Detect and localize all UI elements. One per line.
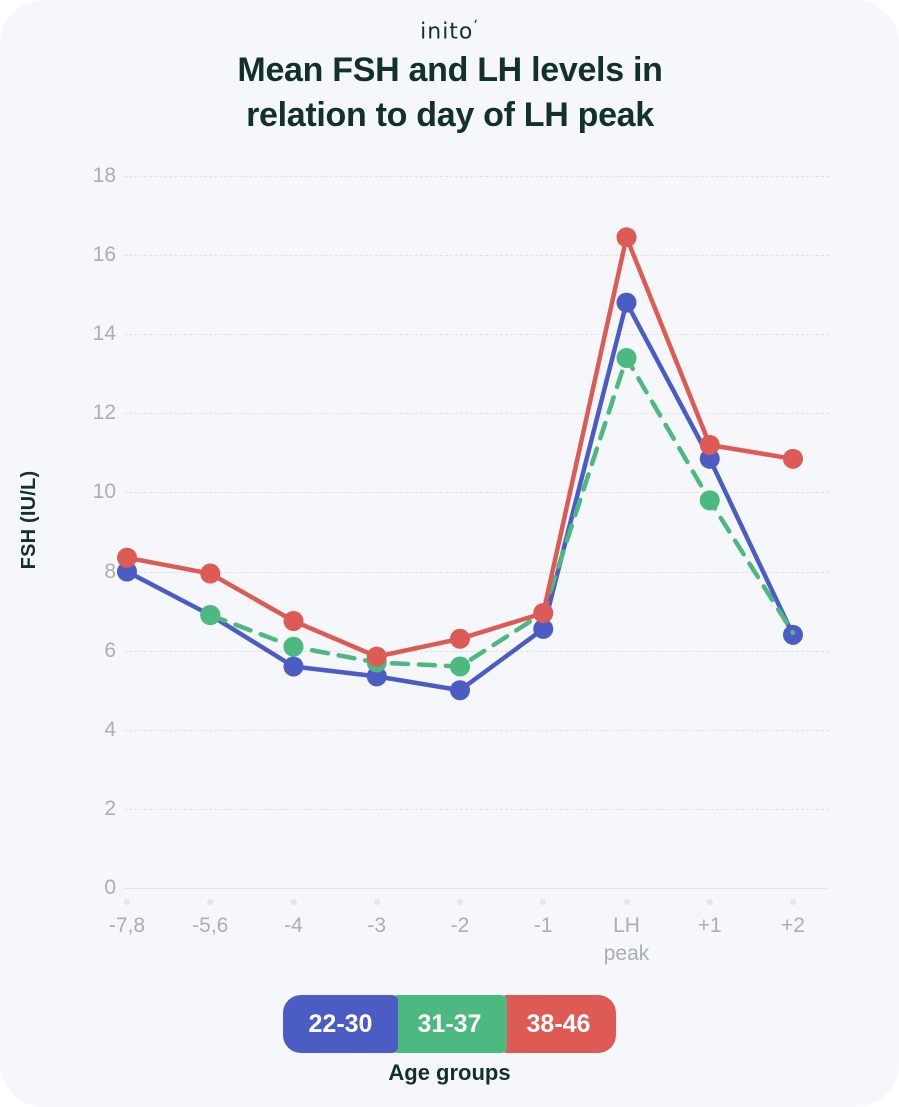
- x-axis-tick-label-line2: peak: [603, 942, 650, 966]
- x-axis-tick-label: -1: [483, 912, 603, 940]
- y-axis-tick-label: 2: [104, 796, 116, 820]
- y-axis-tick-label: 14: [92, 322, 116, 346]
- data-point-31-37--5,6: [200, 605, 221, 626]
- x-axis-tick-label-line1: -3: [367, 914, 387, 937]
- x-axis-line: [124, 888, 829, 889]
- data-point-22-30--3: [366, 666, 387, 687]
- x-axis-tick-label-line1: +1: [697, 914, 722, 937]
- x-axis-tick-label-line1: -5,6: [192, 914, 229, 937]
- brand-name: inito: [420, 19, 474, 45]
- y-axis-tick-label: 8: [104, 559, 116, 583]
- x-axis-tick-label-line1: -2: [450, 914, 470, 937]
- x-axis-tick-mark: [706, 899, 713, 905]
- series-line-22-30: [124, 300, 796, 693]
- data-point-38-46--4: [283, 611, 304, 631]
- x-axis-tick-mark: [373, 899, 380, 905]
- data-point-31-37--3: [366, 652, 387, 673]
- y-axis-tick-label: 4: [104, 717, 116, 741]
- gridline: [124, 729, 829, 731]
- legend-title: Age groups: [388, 1060, 511, 1085]
- gridline: [124, 413, 829, 415]
- x-axis-tick-label: -3: [317, 912, 437, 940]
- series-line-38-46: [124, 235, 796, 659]
- x-axis-tick-mark: [623, 899, 630, 905]
- data-point-38-46--5,6: [200, 563, 221, 584]
- data-point-22-30-LH peak: [616, 292, 637, 313]
- y-axis-tick-label: 10: [92, 480, 116, 504]
- legend: 22-30 31-37 38-46: [0, 995, 899, 1053]
- x-axis-tick-mark: [540, 899, 547, 905]
- data-point-22-30--1: [533, 618, 554, 639]
- x-axis-tick-label-line1: LH: [613, 914, 640, 937]
- data-point-31-37--4: [283, 636, 304, 657]
- data-point-38-46--2: [450, 628, 470, 649]
- data-point-22-30--4: [283, 656, 304, 677]
- y-axis-tick-label: 18: [92, 164, 116, 187]
- legend-item-31-37[interactable]: 31-37: [392, 995, 507, 1053]
- gridline: [124, 176, 829, 177]
- x-axis-tick-label: -4: [234, 912, 354, 940]
- data-point-22-30-+2: [783, 624, 803, 645]
- data-point-31-37-LH peak: [616, 347, 637, 368]
- data-point-22-30--5,6: [200, 605, 221, 626]
- x-axis-tick-mark: [790, 899, 796, 905]
- title-line-1: Mean FSH and LH levels in: [237, 51, 663, 89]
- x-axis-tick-mark: [124, 899, 130, 905]
- page-title: Mean FSH and LH levels in relation to da…: [120, 48, 780, 138]
- gridline: [124, 808, 829, 810]
- gridline: [124, 492, 829, 494]
- x-axis-tick-label-line1: +2: [781, 914, 805, 937]
- data-point-38-46-LH peak: [616, 227, 637, 248]
- data-point-38-46--3: [366, 646, 387, 667]
- x-axis-tick-label: +2: [733, 912, 853, 940]
- data-point-38-46--7,8: [117, 547, 137, 568]
- legend-item-22-30[interactable]: 22-30: [283, 995, 398, 1053]
- y-axis-tick-label: 12: [92, 401, 116, 425]
- x-axis-tick-label-line1: -1: [533, 914, 553, 937]
- y-axis-tick-label: 6: [104, 638, 116, 662]
- gridline: [124, 571, 829, 573]
- x-axis-tick-label-line1: -7,8: [108, 914, 146, 937]
- data-point-38-46-+1: [699, 434, 720, 455]
- y-axis-title: FSH (IU/L): [18, 470, 40, 570]
- series-line-31-37: [208, 355, 796, 669]
- x-axis-tick-mark: [457, 899, 463, 905]
- x-axis-tick-label: -7,8: [67, 912, 187, 940]
- x-axis-tick-label: -5,6: [150, 912, 270, 940]
- x-axis-tick-label-line1: -4: [284, 914, 303, 937]
- x-axis-tick-label: LH peak: [567, 912, 687, 969]
- legend-item-38-46[interactable]: 38-46: [501, 995, 616, 1053]
- gridline: [124, 255, 829, 257]
- title-line-2: relation to day of LH peak: [246, 96, 654, 135]
- x-axis-tick-mark: [290, 899, 297, 905]
- data-point-22-30-+1: [699, 448, 720, 469]
- x-axis-tick-label: -2: [400, 912, 520, 940]
- x-axis-tick-mark: [207, 899, 214, 905]
- inito-logo: initoʼ: [0, 18, 899, 44]
- gridline: [124, 334, 829, 336]
- brand-accent-icon: ʼ: [473, 18, 479, 34]
- x-axis-tick-label: +1: [650, 912, 770, 940]
- data-point-31-37--1: [533, 603, 554, 624]
- y-axis-tick-label: 16: [92, 243, 116, 267]
- y-axis-tick-label: 0: [104, 876, 116, 899]
- data-point-22-30--2: [450, 680, 470, 701]
- data-point-31-37--2: [450, 656, 470, 677]
- data-point-38-46-+2: [783, 448, 803, 469]
- data-point-38-46--1: [533, 603, 554, 624]
- gridline: [124, 650, 829, 652]
